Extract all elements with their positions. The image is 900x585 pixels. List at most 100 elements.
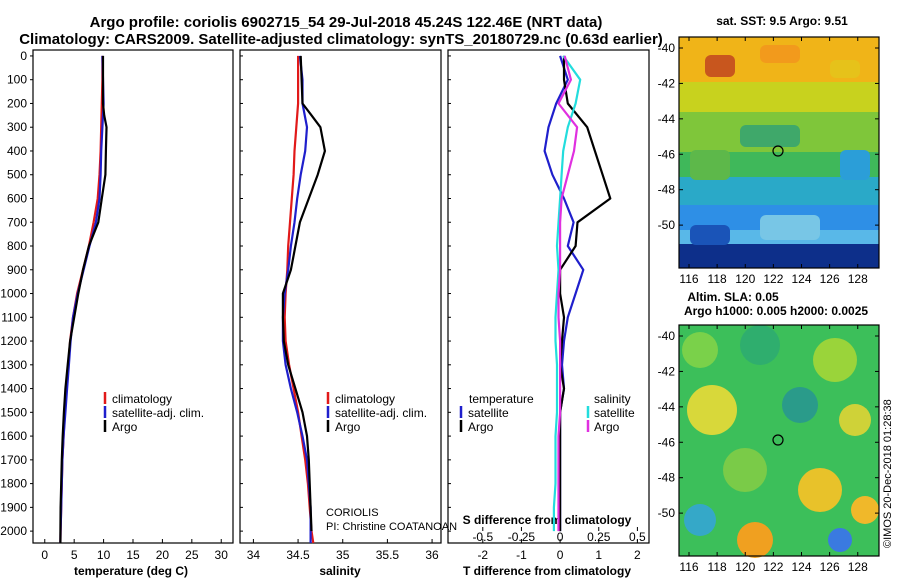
lat-tick-label: -40 — [658, 41, 676, 55]
difference-legend: temperature satellite Argo salinity sate… — [459, 392, 635, 434]
depth-tick-label: 700 — [7, 215, 27, 229]
sla-patch — [682, 332, 718, 368]
x-tick-label: 5 — [71, 548, 78, 562]
sla-patch — [839, 404, 871, 436]
argo-location-marker — [772, 434, 784, 446]
lat-tick-label: -44 — [658, 400, 676, 414]
diff-legend-sal-argo-label: Argo — [594, 420, 620, 434]
x-tick-label: 25 — [185, 548, 199, 562]
lat-tick-label: -46 — [658, 147, 676, 161]
lon-tick-label: 124 — [791, 560, 811, 574]
depth-tick-label: 1300 — [0, 358, 27, 372]
x-tick-label: 0 — [557, 548, 564, 562]
sla-color-field — [682, 325, 879, 558]
diff-legend-temp-argo-label: Argo — [468, 420, 494, 434]
lon-tick-label: 128 — [848, 560, 868, 574]
lat-tick-label: -40 — [658, 329, 676, 343]
sla-map-frame — [678, 324, 880, 557]
s-diff-tick-label: 0 — [557, 530, 564, 544]
figure-title-line1: Argo profile: coriolis 6902715_54 29-Jul… — [90, 14, 603, 31]
series-line-temperature-argo — [558, 55, 612, 532]
salinity-axis-label: salinity — [319, 564, 361, 578]
legend-argo-label: Argo — [335, 420, 361, 434]
diff-legend-temp-satellite-label: satellite — [468, 406, 509, 420]
lon-tick-label: 118 — [708, 272, 727, 286]
difference-x-axis: -2 -1 0 1 2 — [477, 539, 641, 562]
sst-band — [679, 177, 879, 205]
lat-tick-label: -50 — [658, 218, 676, 232]
salinity-panel-frame — [239, 49, 442, 544]
x-tick-label: 0 — [41, 548, 48, 562]
pi-credit: PI: Christine COATANOAN — [326, 521, 457, 533]
institution-credit: CORIOLIS — [326, 507, 379, 519]
lon-tick-label: 124 — [791, 272, 811, 286]
sla-patch — [687, 385, 737, 435]
t-difference-axis-label: T difference from climatology — [463, 564, 631, 578]
sst-patch — [840, 150, 870, 180]
sst-map — [678, 36, 880, 269]
lat-tick-label: -50 — [658, 506, 676, 520]
sst-map-title: sat. SST: 9.5 Argo: 9.51 — [716, 14, 848, 28]
series-line-salinity-argo — [557, 55, 579, 532]
depth-tick-label: 400 — [7, 144, 27, 158]
sst-patch — [830, 60, 860, 78]
salinity-legend: climatology satellite-adj. clim. Argo — [326, 392, 427, 434]
sla-patch — [740, 325, 780, 365]
legend-climatology-label: climatology — [335, 392, 395, 406]
series-line-climatology — [59, 55, 104, 544]
sst-patch — [690, 150, 730, 180]
s-diff-tick-label: -0.5 — [472, 530, 493, 544]
sla-patch — [828, 528, 852, 552]
x-tick-label: 34 — [247, 548, 261, 562]
lat-tick-label: -48 — [658, 471, 676, 485]
sst-patch — [760, 45, 800, 63]
lat-tick-label: -42 — [658, 364, 676, 378]
series-line-argo — [281, 55, 326, 532]
sla-map-title: Altim. SLA: 0.05 — [687, 290, 779, 304]
lat-tick-label: -48 — [658, 183, 676, 197]
profile-series-layer — [59, 55, 612, 544]
sst-color-field — [679, 37, 879, 268]
x-tick-label: -2 — [477, 548, 488, 562]
sla-patch — [723, 448, 767, 492]
depth-tick-label: 900 — [7, 263, 27, 277]
s-diff-tick-label: -0.25 — [508, 530, 536, 544]
s-diff-tick-label: 0.5 — [629, 530, 646, 544]
lon-tick-label: 120 — [735, 560, 755, 574]
temperature-axis-label: temperature (deg C) — [74, 564, 188, 578]
x-tick-label: 20 — [156, 548, 170, 562]
legend-argo-label: Argo — [112, 420, 138, 434]
lon-tick-label: 122 — [763, 272, 783, 286]
sla-patch — [684, 504, 716, 536]
sst-patch — [705, 55, 735, 77]
depth-tick-label: 1400 — [0, 382, 27, 396]
depth-tick-label: 1700 — [0, 453, 27, 467]
s-difference-axis-label: S difference from climatology — [463, 513, 632, 527]
sla-patch — [851, 496, 879, 524]
salinity-x-axis: 34 34.5 35 35.5 36 — [247, 539, 439, 562]
depth-tick-label: 800 — [7, 239, 27, 253]
diff-legend-temperature-heading: temperature — [469, 392, 534, 406]
depth-tick-label: 100 — [7, 73, 27, 87]
series-line-satellite-adj-clim- — [59, 55, 105, 544]
lon-tick-label: 116 — [679, 272, 698, 286]
depth-tick-label: 1500 — [0, 405, 27, 419]
sst-patch — [690, 225, 730, 245]
depth-tick-label: 2000 — [0, 524, 27, 538]
sst-band — [679, 82, 879, 112]
x-tick-label: 10 — [97, 548, 111, 562]
lon-tick-label: 126 — [820, 272, 840, 286]
sst-band — [679, 244, 879, 268]
depth-tick-label: 1100 — [1, 310, 27, 324]
diff-legend-sal-satellite-label: satellite — [594, 406, 635, 420]
sla-patch — [798, 468, 842, 512]
depth-tick-label: 500 — [7, 168, 27, 182]
difference-panel-frame — [447, 49, 650, 544]
x-tick-label: 35.5 — [376, 548, 400, 562]
legend-satellite-label: satellite-adj. clim. — [335, 406, 427, 420]
figure-title-line2: Climatology: CARS2009. Satellite-adjuste… — [19, 31, 663, 48]
depth-tick-label: 600 — [7, 191, 27, 205]
depth-tick-label: 1600 — [0, 429, 27, 443]
depth-tick-label: 300 — [7, 120, 27, 134]
